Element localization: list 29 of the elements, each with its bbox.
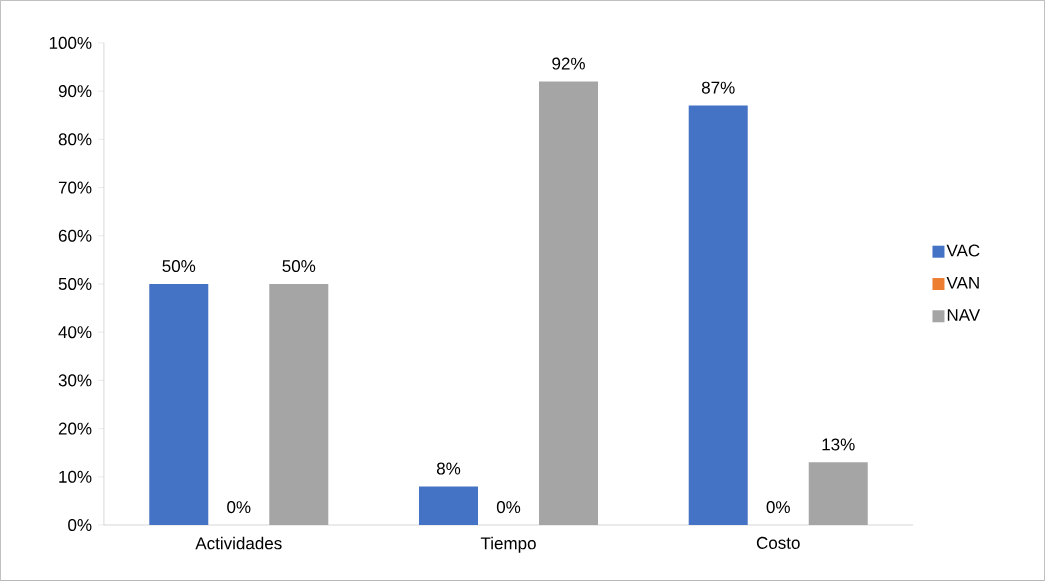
data-label: 92% <box>552 57 585 70</box>
data-label: 50% <box>162 260 196 273</box>
data-label: 13% <box>822 438 855 451</box>
data-label: 0% <box>496 501 521 514</box>
y-tick-label: 50% <box>58 277 92 291</box>
data-label: 87% <box>701 81 735 94</box>
y-tick-label: 40% <box>58 326 92 339</box>
legend-label: VAC <box>946 244 980 257</box>
bar <box>149 283 209 526</box>
y-tick-label: 0% <box>68 519 92 532</box>
x-tick-label: Tiempo <box>480 536 536 553</box>
data-label: 8% <box>436 462 461 475</box>
data-label: 50% <box>282 260 316 273</box>
legend-label: NAV <box>947 309 981 321</box>
x-tick-label: Actividades <box>195 536 282 550</box>
bar <box>688 105 748 526</box>
y-tick-label: 20% <box>58 422 92 435</box>
y-tick-label: 100% <box>49 36 92 49</box>
y-tick-label: 10% <box>59 470 92 483</box>
y-tick-label: 60% <box>58 229 92 242</box>
y-tick-label: 80% <box>58 133 92 146</box>
y-tick-label: 90% <box>58 85 92 98</box>
y-tick-label: 30% <box>58 374 92 387</box>
data-label: 0% <box>766 501 790 514</box>
legend-label: VAN <box>946 276 979 289</box>
data-label: 0% <box>227 501 251 514</box>
bar <box>418 486 478 526</box>
x-tick-label: Costo <box>756 536 800 549</box>
y-tick-label: 70% <box>58 181 92 194</box>
